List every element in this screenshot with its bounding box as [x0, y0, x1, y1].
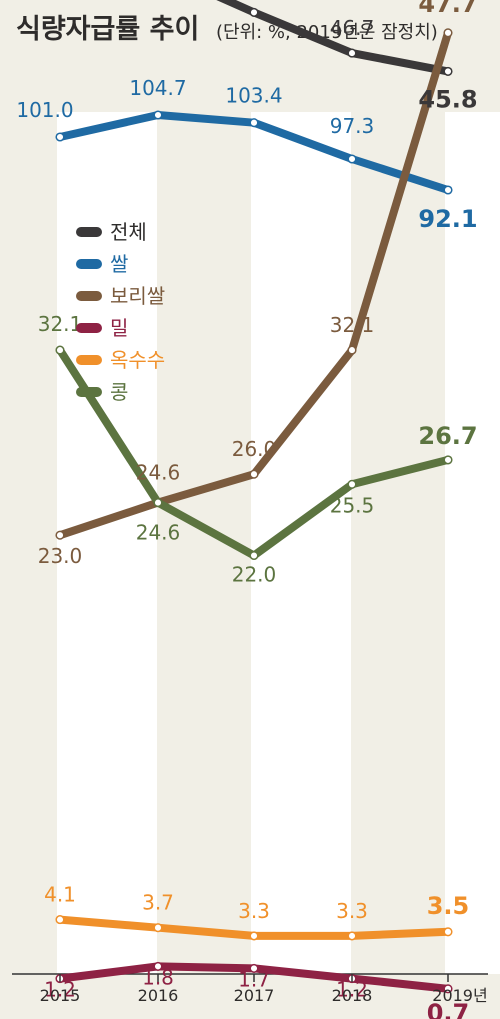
data-point: [153, 923, 163, 933]
data-point: [443, 66, 453, 76]
legend-swatch: [76, 355, 102, 365]
data-label: 104.7: [129, 76, 186, 100]
data-label: 3.3: [336, 899, 368, 923]
x-tick-label: 2018: [332, 986, 373, 1005]
data-label: 101.0: [16, 98, 73, 122]
legend-label: 콩: [110, 380, 128, 404]
data-point: [55, 132, 65, 142]
data-point: [249, 7, 259, 17]
data-label: 32.1: [330, 313, 375, 337]
year-band: [57, 112, 157, 974]
data-label: 22.0: [232, 563, 277, 587]
data-point: [347, 931, 357, 941]
data-point: [443, 455, 453, 465]
data-point: [55, 530, 65, 540]
data-label: 45.8: [418, 85, 477, 113]
legend-swatch: [76, 259, 102, 269]
data-point: [347, 345, 357, 355]
chart-subtitle: (단위: %, 2019년은 잠정치): [216, 22, 438, 43]
data-label: 32.1: [38, 312, 83, 336]
data-label: 23.0: [38, 544, 83, 568]
data-label: 46.7: [330, 16, 375, 40]
legend-swatch: [76, 387, 102, 397]
data-label: 47.7: [418, 0, 477, 18]
data-label: 24.6: [136, 461, 181, 485]
data-point: [443, 185, 453, 195]
data-label: 3.5: [427, 892, 470, 920]
data-point: [55, 915, 65, 925]
data-point: [347, 479, 357, 489]
legend-label: 보리쌀: [110, 284, 165, 308]
data-label: 26.7: [418, 422, 477, 450]
data-label: 3.3: [238, 899, 270, 923]
data-label: 97.3: [330, 114, 375, 138]
data-point: [153, 498, 163, 508]
x-tick-label: 2015: [40, 986, 81, 1005]
data-point: [153, 961, 163, 971]
legend-swatch: [76, 323, 102, 333]
data-point: [249, 118, 259, 128]
data-point: [249, 963, 259, 973]
legend-label: 쌀: [110, 252, 128, 276]
data-label: 92.1: [418, 205, 477, 233]
data-label: 3.7: [142, 891, 174, 915]
data-label: 24.6: [136, 521, 181, 545]
x-tick-label: 2017: [234, 986, 275, 1005]
data-point: [55, 345, 65, 355]
data-point: [249, 469, 259, 479]
data-point: [153, 110, 163, 120]
chart-title: 식량자급률 추이: [16, 14, 199, 45]
data-label: 26.0: [232, 437, 277, 461]
data-label: 4.1: [44, 883, 76, 907]
legend-label: 밀: [110, 316, 128, 340]
data-point: [249, 931, 259, 941]
x-axis: 2015 2016 2017 2018 2019년: [40, 974, 488, 1005]
data-label: 0.7: [427, 999, 470, 1019]
data-point: [347, 48, 357, 58]
data-label: 25.5: [330, 493, 375, 517]
data-point: [249, 550, 259, 561]
data-point: [443, 927, 453, 937]
x-tick-label: 2016: [138, 986, 179, 1005]
data-point: [347, 154, 357, 164]
legend-swatch: [76, 291, 102, 301]
legend-label: 전체: [110, 220, 147, 244]
data-label: 103.4: [225, 84, 282, 108]
legend-label: 옥수수: [110, 348, 165, 372]
year-bands: [12, 112, 500, 975]
data-point: [443, 28, 453, 38]
year-band: [445, 112, 500, 974]
x-tick-label: 2019년: [432, 986, 487, 1005]
data-labels: 50.250.848.746.745.8101.0104.7103.497.39…: [16, 0, 477, 1019]
legend-swatch: [76, 227, 102, 237]
data-point: [443, 984, 453, 994]
